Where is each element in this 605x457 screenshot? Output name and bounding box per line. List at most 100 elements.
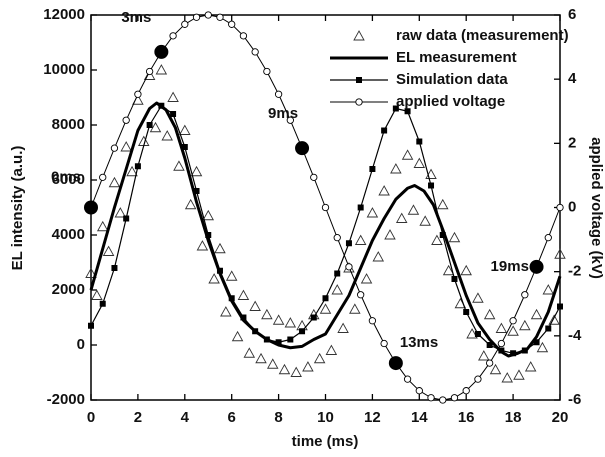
y-axis-title: EL intensity (a.u.) [9,146,26,271]
y-tick-label: 2000 [52,281,85,298]
triangle-marker [530,308,543,320]
triangle-marker [548,314,560,325]
square-marker [498,347,505,354]
y2-tick-label: -2 [568,263,581,280]
x-tick-label: 2 [134,409,142,426]
circle-marker [355,98,363,106]
triangle-marker [349,303,361,314]
legend-label: EL measurement [396,49,517,66]
y-tick-label: 4000 [52,226,85,243]
circle-marker [110,144,119,152]
annotation-label: 13ms [400,334,438,351]
circle-marker [474,375,482,383]
square-marker [463,309,470,315]
triangle-marker [290,366,302,377]
square-marker [181,144,188,150]
triangle-marker [489,363,502,375]
y-tick-label: 6000 [52,171,85,188]
y-tick-label: 8000 [52,116,85,133]
square-marker [510,350,517,357]
triangle-marker [302,361,314,372]
square-marker [275,339,282,346]
x-axis-title: time (ms) [292,433,359,450]
triangle-marker [401,149,414,160]
series-line [90,105,561,354]
x-tick-label: 14 [411,409,428,426]
circle-marker [310,173,318,181]
square-marker [334,270,341,277]
legend-label: raw data (measurement) [396,27,569,44]
triangle-marker [220,306,232,317]
triangle-marker [478,350,490,361]
triangle-marker [460,264,472,276]
square-marker [88,322,94,329]
y2-tick-label: 6 [568,6,576,23]
x-tick-label: 18 [505,409,522,426]
triangle-marker [507,325,519,336]
circle-marker [99,173,107,181]
circle-marker [439,396,447,404]
square-marker [99,300,106,307]
circle-marker [380,339,388,348]
circle-marker [228,20,236,28]
triangle-marker [360,273,373,284]
y2-axis-title: applied voltage (kV) [588,137,605,279]
triangle-marker [395,212,408,223]
series-group [89,101,562,358]
x-tick-label: 0 [87,409,95,426]
triangle-marker [155,64,168,75]
y2-tick-label: -4 [568,327,582,344]
circle-marker [122,116,130,124]
triangle-marker [173,160,185,171]
triangle-marker [161,130,173,141]
circle-marker [169,32,177,40]
triangle-marker [126,165,138,177]
square-marker [158,102,165,109]
square-marker [356,77,362,83]
triangle-marker [442,264,455,276]
triangle-marker [536,341,549,353]
triangle-marker [524,361,537,372]
triangle-marker [354,234,367,245]
legend-label: Simulation data [396,71,508,88]
triangle-marker [85,267,97,278]
square-marker [193,188,200,194]
square-marker [216,267,223,274]
square-marker [134,163,141,170]
triangle-marker [208,273,220,284]
y2-tick-label: 0 [568,198,576,215]
circle-marker [509,317,517,325]
annotation-dot [388,356,403,371]
triangle-marker [255,352,267,364]
square-marker [322,295,329,302]
triangle-marker [243,347,256,358]
triangle-marker [407,204,420,215]
triangle-marker [184,198,197,210]
square-marker [416,138,423,145]
triangle-marker [149,121,162,133]
circle-marker [556,203,564,212]
triangle-marker [436,198,449,210]
x-tick-label: 4 [181,409,190,426]
square-marker [439,232,446,238]
square-marker [428,182,435,189]
circle-marker [181,20,189,28]
triangle-marker [231,330,244,342]
square-marker [392,105,399,112]
triangle-marker [167,91,179,102]
triangle-marker [384,229,396,240]
triangle-marker [249,300,261,311]
square-marker [310,314,317,321]
square-marker [287,336,294,343]
triangle-marker [483,308,496,320]
x-tick-label: 8 [274,409,282,426]
circle-marker [521,291,529,299]
circle-marker [403,375,412,383]
circle-marker [415,387,423,395]
triangle-marker [472,292,484,303]
triangle-marker [413,157,426,168]
triangle-marker [353,30,365,41]
square-marker [345,240,352,247]
circle-marker [497,339,506,348]
